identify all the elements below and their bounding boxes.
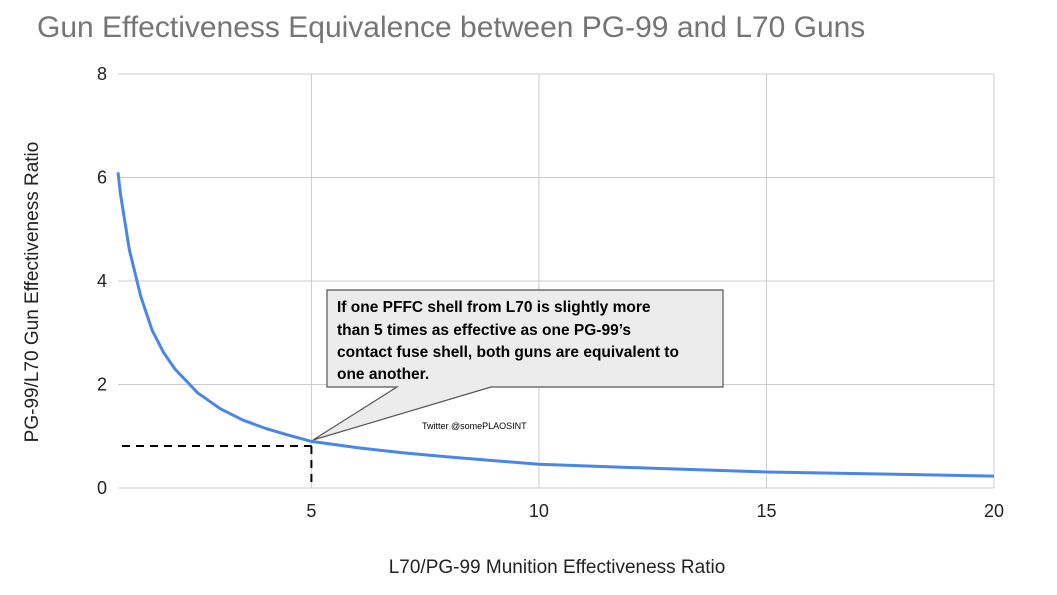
series-line — [116, 172, 995, 478]
credit-text: Twitter @somePLAOSINT — [422, 421, 527, 431]
y-tick-label: 4 — [97, 271, 107, 291]
callout-line-2: than 5 times as effective as one PG-99’s — [337, 322, 631, 339]
gridlines — [118, 73, 995, 489]
x-axis-label: L70/PG-99 Munition Effectiveness Ratio — [389, 557, 726, 578]
callout-line-1: If one PFFC shell from L70 is slightly m… — [337, 299, 651, 316]
y-tick-label: 0 — [97, 478, 107, 498]
callout-line-3: contact fuse shell, both guns are equiva… — [337, 344, 679, 361]
x-tick-label: 5 — [306, 501, 316, 521]
annotation-callout: If one PFFC shell from L70 is slightly m… — [312, 289, 724, 441]
y-tick-label: 8 — [97, 64, 107, 84]
y-tick-label: 2 — [97, 375, 107, 395]
callout-line-4: one another. — [337, 366, 429, 383]
x-tick-label: 15 — [756, 501, 776, 521]
callout-box — [312, 289, 724, 441]
y-tick-labels: 0 2 4 6 8 — [97, 64, 107, 498]
x-tick-labels: 5 10 15 20 — [306, 501, 1004, 521]
x-tick-label: 20 — [984, 501, 1004, 521]
chart-title: Gun Effectiveness Equivalence between PG… — [37, 11, 865, 44]
reference-guides — [122, 444, 313, 488]
y-axis-label: PG-99/L70 Gun Effectiveness Ratio — [22, 142, 43, 443]
x-tick-label: 10 — [529, 501, 549, 521]
y-tick-label: 6 — [97, 168, 107, 188]
